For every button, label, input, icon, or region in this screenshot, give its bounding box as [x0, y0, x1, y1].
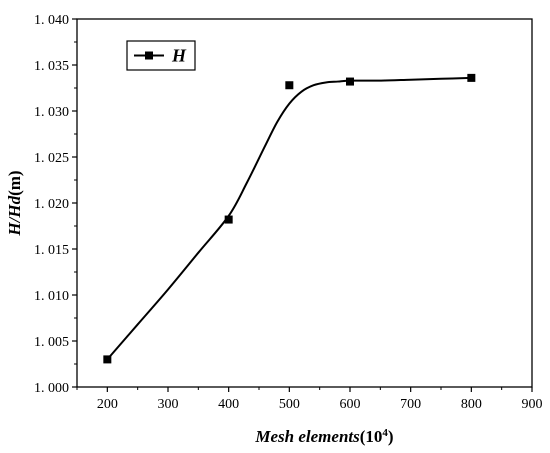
data-point	[224, 215, 233, 224]
x-tick-label: 400	[218, 397, 239, 412]
y-axis-ticks: 1. 000 1. 005 1. 010 1. 015 1. 020 1. 025 1. 0…	[34, 13, 77, 396]
y-axis-title-unit: (m)	[5, 170, 24, 195]
x-axis-title-main: Mesh elements	[254, 427, 360, 446]
x-axis-title-close: )	[388, 427, 394, 446]
legend: H	[126, 40, 196, 71]
data-points	[103, 73, 476, 364]
x-axis-title-unit: (10	[360, 427, 383, 446]
x-tick-label: 600	[340, 397, 361, 412]
y-tick-label: 1. 015	[34, 243, 69, 258]
y-tick-label: 1. 010	[34, 289, 69, 304]
x-axis-title-sup: 4	[382, 427, 388, 439]
y-axis-title: H/Hd(m)	[5, 170, 24, 236]
series-line-H	[106, 76, 472, 361]
data-point	[346, 77, 354, 86]
legend-label: H	[171, 46, 187, 66]
y-tick-label: 1. 035	[34, 59, 69, 74]
y-tick-label: 1. 040	[34, 13, 69, 28]
data-point	[285, 81, 294, 90]
data-point	[467, 73, 476, 82]
x-tick-label: 300	[158, 397, 179, 412]
fit-curve	[106, 76, 472, 361]
x-tick-label: 500	[279, 397, 300, 412]
x-tick-label: 800	[461, 397, 482, 412]
x-axis-title: Mesh elements(104)	[254, 427, 393, 446]
x-axis-ticks: 200 300 400 500 600 700 800 900	[76, 387, 543, 412]
data-point	[103, 355, 112, 364]
x-tick-label: 900	[522, 397, 543, 412]
axes	[76, 18, 533, 388]
y-tick-label: 1. 005	[34, 335, 69, 350]
plot-frame	[76, 18, 533, 388]
y-axis-title-main: H/Hd	[5, 195, 24, 236]
x-tick-label: 200	[97, 397, 118, 412]
y-tick-label: 1. 030	[34, 105, 69, 120]
legend-marker-swatch	[145, 51, 153, 60]
y-tick-label: 1. 020	[34, 197, 69, 212]
x-tick-label: 700	[400, 397, 421, 412]
y-tick-label: 1. 025	[34, 151, 69, 166]
y-tick-label: 1. 000	[34, 381, 69, 396]
